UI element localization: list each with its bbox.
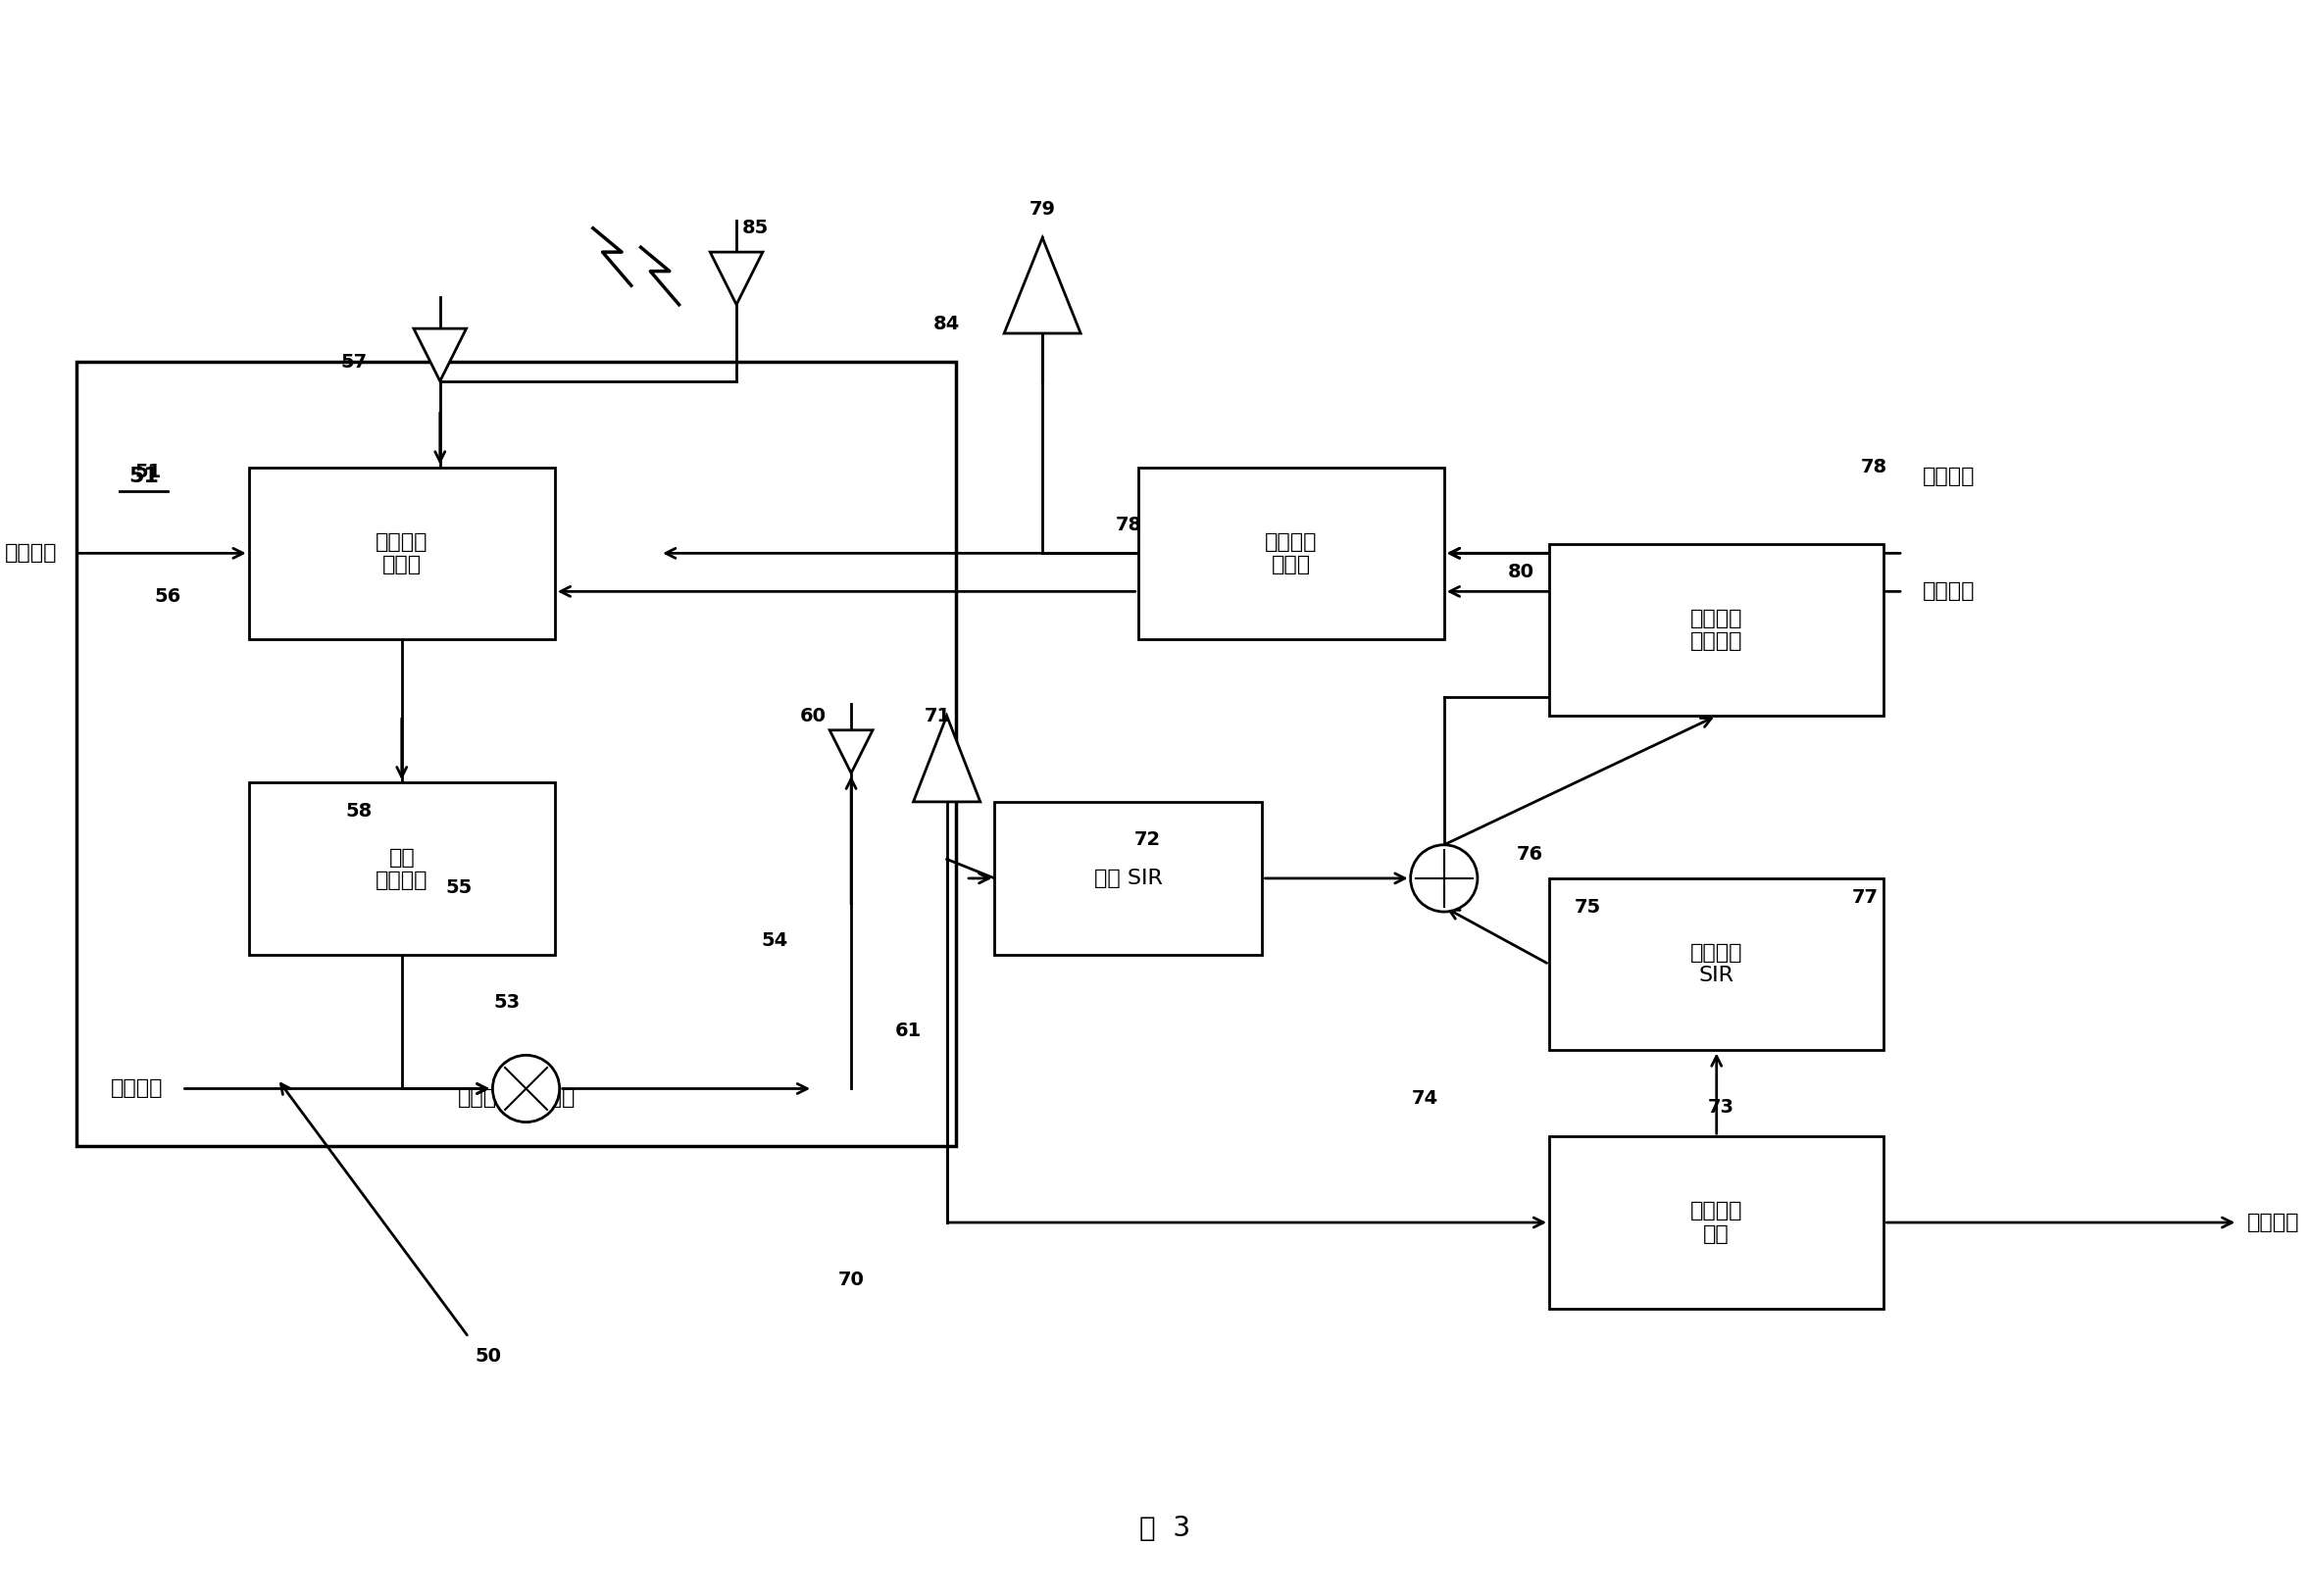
- Text: 75: 75: [1573, 897, 1601, 916]
- Text: 未指定的
接收机: 未指定的 接收机: [377, 531, 427, 575]
- Text: 闭环功率控制发射机: 闭环功率控制发射机: [457, 1088, 575, 1108]
- Text: 76: 76: [1518, 846, 1543, 863]
- Text: 图  3: 图 3: [1139, 1515, 1190, 1542]
- Text: 55: 55: [446, 878, 474, 897]
- Text: 73: 73: [1707, 1098, 1735, 1117]
- Text: 51: 51: [134, 463, 162, 482]
- Text: 74: 74: [1411, 1088, 1439, 1108]
- Circle shape: [1411, 844, 1478, 911]
- Circle shape: [492, 1055, 559, 1122]
- Polygon shape: [829, 729, 873, 772]
- Bar: [76, 362, 956, 1146]
- Text: 85: 85: [742, 219, 769, 238]
- Text: 61: 61: [896, 1021, 922, 1041]
- Text: 用户数据: 用户数据: [2248, 1213, 2301, 1232]
- Text: 56: 56: [155, 587, 180, 605]
- Polygon shape: [709, 252, 762, 305]
- Bar: [249, 782, 554, 954]
- Polygon shape: [413, 329, 467, 381]
- Polygon shape: [912, 715, 979, 801]
- Text: 用户数据: 用户数据: [1922, 468, 1975, 487]
- Text: 60: 60: [799, 707, 827, 725]
- Text: 58: 58: [346, 803, 372, 820]
- Text: 计算目标
SIR: 计算目标 SIR: [1691, 943, 1742, 986]
- Text: 71: 71: [924, 707, 949, 725]
- Text: 78: 78: [1862, 458, 1887, 477]
- Text: 确定步升
或者步降: 确定步升 或者步降: [1691, 608, 1742, 651]
- Bar: [249, 468, 554, 640]
- Text: 57: 57: [340, 353, 367, 372]
- Bar: [1550, 878, 1885, 1050]
- Text: 用户数据: 用户数据: [1922, 581, 1975, 602]
- Text: 51: 51: [129, 468, 159, 487]
- Text: 78: 78: [1116, 516, 1141, 535]
- Text: 77: 77: [1853, 887, 1878, 907]
- Text: 测量数据
质量: 测量数据 质量: [1691, 1202, 1742, 1243]
- Text: 50: 50: [474, 1347, 501, 1366]
- Text: 53: 53: [494, 993, 520, 1012]
- Text: 72: 72: [1134, 832, 1162, 849]
- Text: 80: 80: [1508, 563, 1534, 581]
- Text: 用户数据: 用户数据: [5, 543, 58, 563]
- Text: 84: 84: [933, 314, 961, 334]
- Bar: [996, 801, 1261, 954]
- Polygon shape: [1005, 238, 1081, 334]
- Text: 未指定的
发射机: 未指定的 发射机: [1266, 531, 1317, 575]
- Bar: [1139, 468, 1444, 640]
- Text: 54: 54: [762, 930, 788, 950]
- Text: 用户数据: 用户数据: [111, 1079, 162, 1098]
- Bar: [1550, 1136, 1885, 1309]
- Text: 79: 79: [1030, 200, 1056, 219]
- Text: 70: 70: [839, 1270, 864, 1290]
- Bar: [1550, 544, 1885, 715]
- Text: 测量 SIR: 测量 SIR: [1095, 868, 1162, 887]
- Text: 计算
传输功率: 计算 传输功率: [377, 847, 427, 891]
